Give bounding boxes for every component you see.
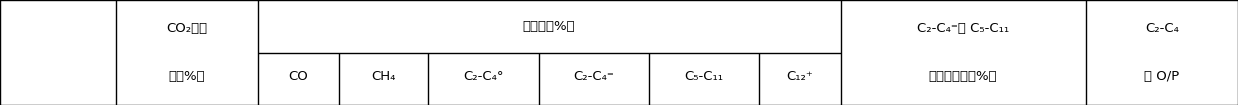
Text: 的 O/P: 的 O/P <box>1144 70 1180 83</box>
Text: 选择性（%）: 选择性（%） <box>522 20 576 33</box>
Text: CO₂转化: CO₂转化 <box>166 22 208 35</box>
Text: C₂-C₄⁼和 C₅-C₁₁: C₂-C₄⁼和 C₅-C₁₁ <box>917 22 1009 35</box>
Text: C₅-C₁₁: C₅-C₁₁ <box>685 70 723 83</box>
Text: C₂-C₄: C₂-C₄ <box>1145 22 1179 35</box>
Text: 率（%）: 率（%） <box>168 70 206 83</box>
Text: C₂-C₄°: C₂-C₄° <box>463 70 504 83</box>
Text: CO: CO <box>288 70 308 83</box>
Text: C₁₂⁺: C₁₂⁺ <box>786 70 813 83</box>
Text: 的总选择性（%）: 的总选择性（%） <box>928 70 998 83</box>
Text: CH₄: CH₄ <box>371 70 396 83</box>
Text: C₂-C₄⁼: C₂-C₄⁼ <box>573 70 614 83</box>
